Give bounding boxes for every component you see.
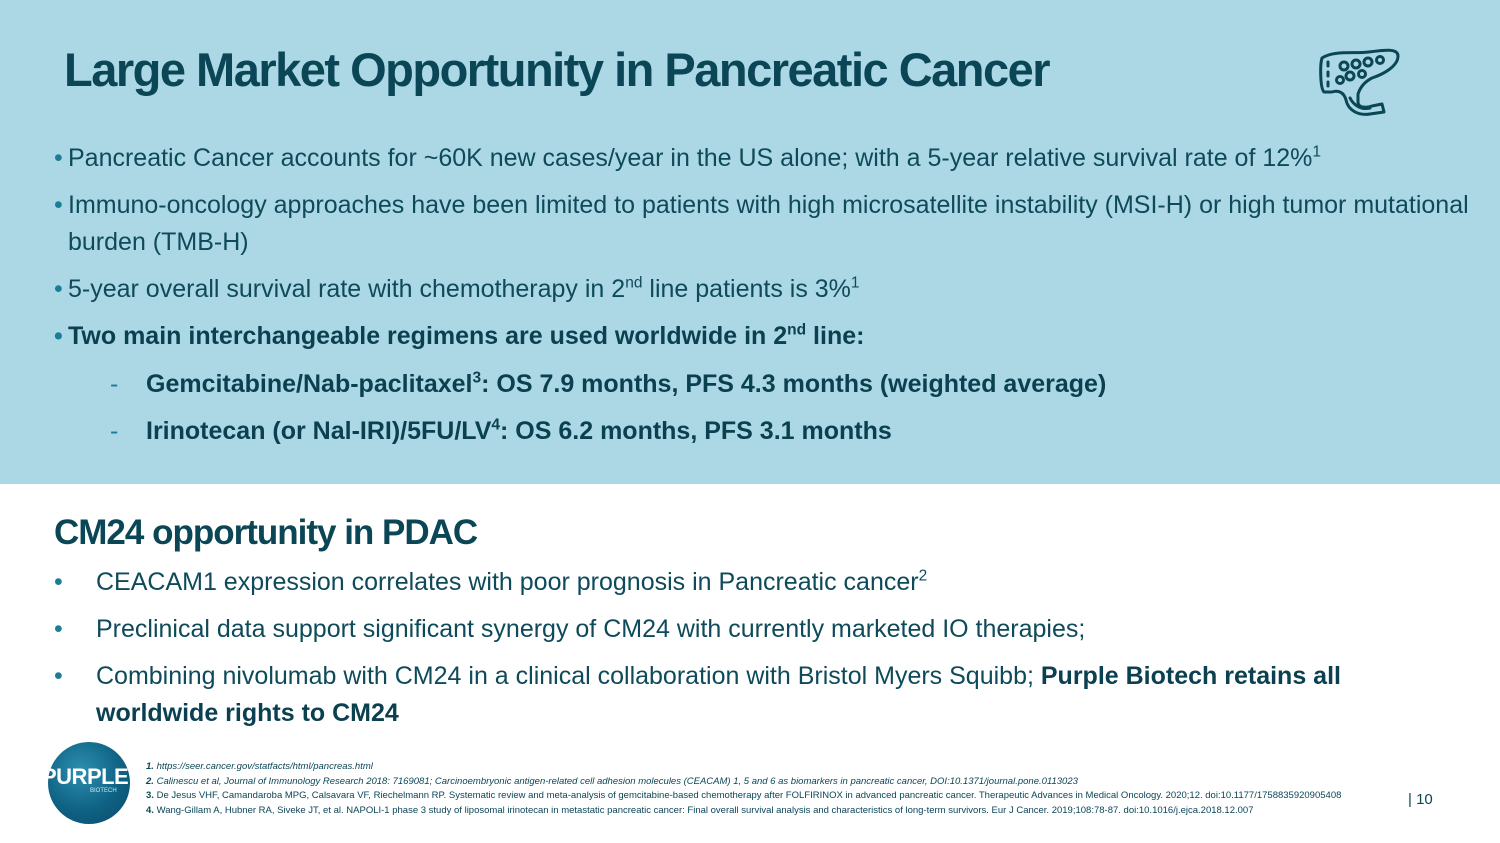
section-bullet-list: • CEACAM1 expression correlates with poor… bbox=[54, 564, 1414, 742]
logo-subtext: BIOTECH bbox=[90, 788, 117, 794]
regimen-list: - Gemcitabine/Nab-paclitaxel3: OS 7.9 mon… bbox=[110, 366, 1410, 460]
bullet-survival-rate: • 5-year overall survival rate with chemo… bbox=[54, 274, 860, 303]
slide-title: Large Market Opportunity in Pancreatic C… bbox=[64, 43, 1051, 96]
bullet-collaboration: • Combining nivolumab with CM24 in a clin… bbox=[54, 662, 1341, 727]
bullet-preclinical: • Preclinical data support significant sy… bbox=[54, 615, 1086, 643]
bullet-regimens: • Two main interchangeable regimens are u… bbox=[54, 321, 865, 350]
reference-2: 2. Calinescu et al, Journal of Immunolog… bbox=[146, 775, 1078, 787]
reference-4: 4. Wang-Gillam A, Hubner RA, Siveke JT, … bbox=[146, 804, 1254, 816]
regimen-gemcitabine: - Gemcitabine/Nab-paclitaxel3: OS 7.9 mon… bbox=[110, 369, 1107, 398]
top-bullet-list: • Pancreatic Cancer accounts for ~60K new… bbox=[54, 140, 1484, 365]
pancreas-icon bbox=[1319, 48, 1400, 116]
purple-biotech-logo bbox=[48, 742, 130, 824]
bullet-ceacam1: • CEACAM1 expression correlates with poor… bbox=[54, 567, 928, 596]
references: 1. https://seer.cancer.gov/statfacts/htm… bbox=[146, 760, 1476, 818]
bullet-incidence: • Pancreatic Cancer accounts for ~60K new… bbox=[54, 143, 1321, 172]
section-title: CM24 opportunity in PDAC bbox=[54, 513, 478, 552]
top-panel bbox=[0, 0, 1500, 484]
regimen-irinotecan: - Irinotecan (or Nal-IRI)/5FU/LV4: OS 6.2… bbox=[110, 416, 892, 445]
reference-3: 3. De Jesus VHF, Camandaroba MPG, Calsav… bbox=[146, 790, 1342, 801]
logo-text: PURPLE bbox=[42, 764, 129, 789]
page-number: | 10 bbox=[1408, 791, 1433, 808]
reference-1: 1. https://seer.cancer.gov/statfacts/htm… bbox=[146, 761, 373, 772]
bullet-immuno-oncology: • Immuno-oncology approaches have been li… bbox=[54, 191, 1469, 256]
